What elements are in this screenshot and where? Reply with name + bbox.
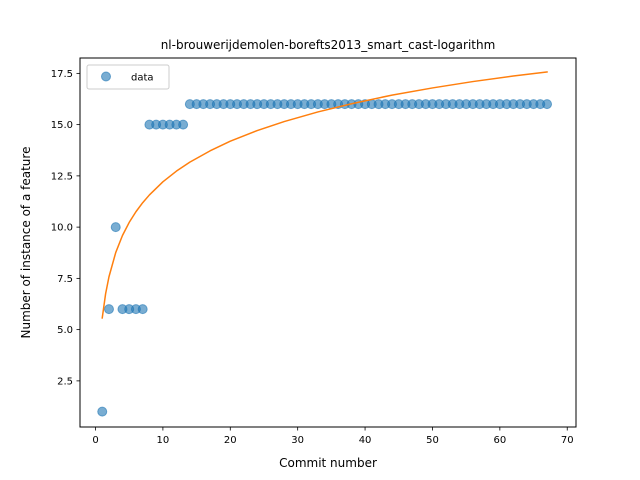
axes-frame — [79, 57, 577, 428]
chart-title: nl-brouwerijdemolen-borefts2013_smart_ca… — [161, 38, 496, 52]
x-tick-label: 60 — [493, 435, 506, 446]
y-tick-label: 12.5 — [51, 171, 73, 182]
y-axis-label: Number of instance of a feature — [19, 147, 33, 339]
data-point — [178, 119, 189, 130]
legend-label-data: data — [131, 73, 154, 84]
data-point — [137, 304, 148, 315]
legend-marker-data — [101, 71, 111, 82]
x-tick-label: 20 — [224, 435, 237, 446]
x-tick-label: 0 — [92, 435, 98, 446]
data-point — [97, 406, 108, 417]
y-tick-label: 7.5 — [57, 274, 73, 285]
x-tick-label: 50 — [426, 435, 439, 446]
x-tick-label: 70 — [561, 435, 574, 446]
legend: data — [86, 64, 170, 90]
axis-ticks: 0 10 20 30 40 50 60 70 2.5 5.0 7.5 10.0 12.5 15.0 17.5 — [51, 69, 574, 446]
data-point — [542, 99, 553, 110]
y-tick-label: 5.0 — [57, 325, 73, 336]
data-point — [110, 222, 121, 233]
x-tick-label: 40 — [359, 435, 372, 446]
x-tick-label: 10 — [157, 435, 170, 446]
y-tick-label: 2.5 — [57, 376, 73, 387]
legend-box — [86, 64, 170, 90]
fit-line — [101, 71, 548, 319]
data-point — [103, 304, 114, 315]
plot-area — [97, 71, 553, 417]
x-axis-label: Commit number — [279, 456, 377, 470]
y-tick-label: 15.0 — [51, 120, 73, 131]
x-tick-label: 30 — [291, 435, 304, 446]
y-tick-label: 17.5 — [51, 69, 73, 80]
y-tick-label: 10.0 — [51, 223, 73, 234]
